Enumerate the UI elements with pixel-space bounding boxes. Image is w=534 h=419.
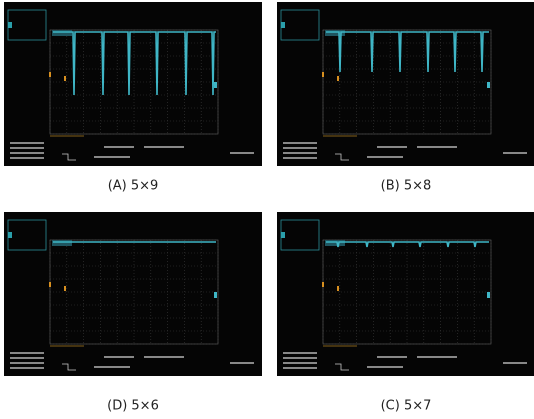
screen-background [4, 2, 262, 166]
marker [322, 282, 324, 287]
status-text [417, 146, 457, 148]
status-text [144, 356, 184, 358]
info-tab [281, 22, 285, 28]
status-text [503, 152, 527, 154]
marker [337, 76, 339, 81]
status-text [10, 352, 44, 354]
header-box [325, 30, 345, 36]
status-text [377, 356, 407, 358]
status-text [283, 142, 317, 144]
header-box [52, 240, 72, 246]
status-text [94, 366, 130, 368]
level-marker [487, 292, 490, 298]
header-box [52, 30, 72, 36]
scope-screen [277, 212, 534, 376]
marker [49, 72, 51, 77]
status-text [283, 352, 317, 354]
scope-screen [4, 212, 262, 376]
status-text [283, 152, 317, 154]
caption: (D) 5×6 [107, 399, 159, 414]
screen-background [277, 212, 534, 376]
status-text [104, 356, 134, 358]
level-marker [487, 82, 490, 88]
status-text [10, 357, 44, 359]
figure: (A) 5×9 (B) 5×8 (D) 5×6 (C) 5×7 [0, 0, 534, 419]
figure-canvas: (A) 5×9 (B) 5×8 (D) 5×6 (C) 5×7 [0, 0, 534, 419]
status-text [283, 367, 317, 369]
status-text [367, 156, 403, 158]
status-text [10, 367, 44, 369]
marker [64, 76, 66, 81]
status-text [144, 146, 184, 148]
marker [337, 286, 339, 291]
status-text [10, 157, 44, 159]
screen-background [4, 212, 262, 376]
level-marker [214, 292, 217, 298]
scope-screen [4, 2, 262, 166]
status-text [230, 362, 254, 364]
screen-background [277, 2, 534, 166]
caption: (C) 5×7 [381, 399, 432, 414]
status-text [10, 362, 44, 364]
status-text [377, 146, 407, 148]
scope-screen [277, 2, 534, 166]
info-tab [8, 22, 12, 28]
caption: (A) 5×9 [108, 179, 159, 194]
status-text [417, 356, 457, 358]
status-text [283, 362, 317, 364]
status-text [367, 366, 403, 368]
status-text [283, 147, 317, 149]
level-marker [214, 82, 217, 88]
info-tab [281, 232, 285, 238]
header-box [325, 240, 345, 246]
status-text [503, 362, 527, 364]
status-text [10, 142, 44, 144]
status-text [230, 152, 254, 154]
marker [64, 286, 66, 291]
marker [322, 72, 324, 77]
status-text [10, 152, 44, 154]
status-text [104, 146, 134, 148]
status-text [10, 147, 44, 149]
caption: (B) 5×8 [381, 179, 432, 194]
marker [49, 282, 51, 287]
status-text [94, 156, 130, 158]
info-tab [8, 232, 12, 238]
status-text [283, 357, 317, 359]
status-text [283, 157, 317, 159]
